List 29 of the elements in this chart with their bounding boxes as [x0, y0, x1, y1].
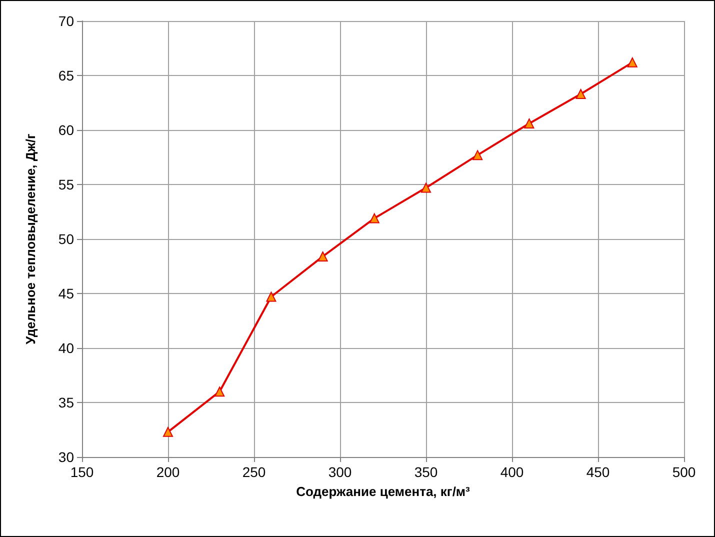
point [369, 213, 380, 224]
y-tick-label: 65 [58, 68, 74, 84]
point [163, 426, 173, 437]
point [524, 118, 534, 128]
y-tick-label: 45 [58, 286, 74, 302]
point [627, 57, 638, 68]
x-tick-label: 450 [586, 464, 610, 480]
point [472, 150, 483, 160]
point [318, 251, 328, 262]
point [576, 89, 586, 100]
y-tick-label: 55 [58, 176, 74, 192]
y-tick-label: 40 [58, 340, 74, 356]
y-tick-label: 70 [58, 13, 74, 29]
x-tick-label: 200 [156, 464, 180, 480]
point [214, 386, 225, 397]
x-tick-label: 500 [672, 464, 696, 480]
y-tick-label: 60 [58, 122, 74, 138]
point [421, 182, 431, 193]
x-tick-label: 350 [414, 464, 438, 480]
x-tick-label: 300 [328, 464, 352, 480]
x-axis-title: Содержание цемента, кг/м³ [296, 484, 471, 499]
point [266, 292, 276, 302]
y-axis-title: Удельное тепловыделение, Дж/г [23, 133, 38, 344]
y-tick-label: 50 [58, 231, 74, 247]
x-tick-label: 400 [500, 464, 524, 480]
x-tick-label: 150 [70, 464, 94, 480]
y-tick-label: 30 [58, 449, 74, 465]
y-tick-label: 35 [58, 394, 74, 410]
x-tick-label: 250 [242, 464, 266, 480]
